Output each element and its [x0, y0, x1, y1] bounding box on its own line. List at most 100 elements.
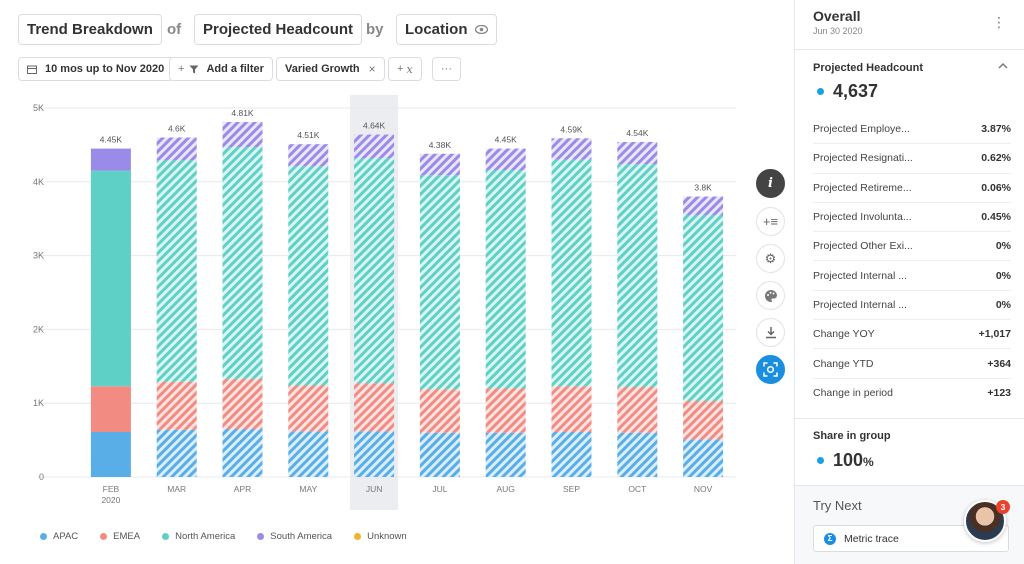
filter-icon — [189, 65, 199, 74]
eye-icon[interactable] — [474, 23, 488, 37]
add-filter-label: Add a filter — [206, 63, 264, 75]
y-tick-label: 4K — [33, 177, 44, 187]
list-item[interactable]: Change YTD +364 — [813, 349, 1011, 379]
notification-badge: 3 — [996, 500, 1010, 514]
row-label: Projected Other Exi... — [813, 240, 913, 253]
dimension-label: Location — [405, 21, 468, 38]
divider — [795, 49, 1024, 50]
date-range-button[interactable]: 10 mos up to Nov 2020 — [18, 57, 174, 81]
legend-swatch — [100, 533, 108, 540]
list-item[interactable]: Projected Internal ... 0% — [813, 261, 1011, 291]
x-tick-label: FEB — [103, 484, 120, 494]
list-item[interactable]: Change YOY +1,017 — [813, 320, 1011, 350]
bar-south-america — [617, 141, 658, 165]
bar-emea — [419, 389, 460, 433]
bar-apac — [222, 429, 263, 477]
bar-emea — [485, 388, 526, 433]
breakdown-type-selector[interactable]: Trend Breakdown — [18, 14, 162, 45]
legend-label: Unknown — [367, 531, 407, 542]
row-value: 3.87% — [981, 123, 1011, 136]
list-item[interactable]: Change in period +123 — [813, 379, 1011, 408]
bar-south-america — [419, 153, 460, 176]
row-label: Projected Employe... — [813, 123, 910, 136]
list-item[interactable]: Projected Resignati... 0.62% — [813, 144, 1011, 174]
data-label: 4.45K — [100, 135, 123, 145]
legend-label: EMEA — [113, 531, 141, 542]
palette-button[interactable] — [756, 281, 785, 310]
add-formula-button[interactable]: + 𝑥 — [388, 57, 422, 81]
bar-apac — [354, 431, 395, 477]
add-filter-button[interactable]: + Add a filter — [169, 57, 273, 81]
legend-item-unknown[interactable]: Unknown — [354, 531, 407, 542]
kebab-menu-icon[interactable]: ⋮ — [992, 14, 1006, 30]
info-icon: i — [768, 176, 773, 191]
screenshot-button[interactable] — [756, 355, 785, 384]
list-item[interactable]: Projected Internal ... 0% — [813, 291, 1011, 321]
bar-north-america — [617, 164, 658, 387]
legend-item-emea[interactable]: EMEA — [100, 531, 140, 542]
y-tick-label: 2K — [33, 324, 44, 334]
plus-icon: + — [397, 63, 404, 75]
info-button[interactable]: i — [756, 169, 785, 198]
data-label: 4.59K — [560, 124, 583, 134]
bar-south-america — [222, 122, 263, 148]
chevron-up-icon[interactable] — [998, 60, 1008, 72]
list-item[interactable]: Projected Other Exi... 0% — [813, 232, 1011, 262]
row-label: Projected Resignati... — [813, 152, 913, 165]
add-to-list-button[interactable]: +≡ — [756, 207, 785, 236]
details-panel: Overall Jun 30 2020 ⋮ Projected Headcoun… — [794, 0, 1024, 564]
y-tick-label: 1K — [33, 398, 44, 408]
settings-button[interactable]: ⚙ — [756, 244, 785, 273]
row-label: Projected Involunta... — [813, 211, 912, 224]
bar-apac — [90, 431, 131, 477]
scenario-chip[interactable]: Varied Growth × — [276, 57, 385, 81]
breakdown-type-label: Trend Breakdown — [27, 21, 153, 38]
legend-item-apac[interactable]: APAC — [40, 531, 78, 542]
add-list-icon: +≡ — [762, 214, 779, 229]
list-item[interactable]: Projected Retireme... 0.06% — [813, 174, 1011, 203]
bar-south-america — [683, 196, 724, 216]
by-connector: by — [366, 21, 384, 38]
bar-apac — [288, 431, 329, 477]
more-options-button[interactable]: ··· — [432, 57, 461, 81]
list-item[interactable]: Projected Involunta... 0.45% — [813, 203, 1011, 233]
more-label: ··· — [441, 63, 452, 75]
close-icon[interactable]: × — [368, 62, 376, 76]
data-label: 4.64K — [363, 121, 386, 131]
row-value: +123 — [987, 387, 1011, 400]
bar-north-america — [419, 175, 460, 390]
date-range-label: 10 mos up to Nov 2020 — [45, 63, 165, 75]
sigma-icon: Σ — [824, 532, 836, 545]
plus-icon: + — [178, 63, 185, 75]
bar-apac — [419, 432, 460, 477]
bar-north-america — [683, 215, 724, 401]
row-label: Change in period — [813, 387, 893, 400]
bar-emea — [222, 378, 263, 430]
share-value: 100% — [817, 450, 874, 471]
camera-focus-icon — [763, 362, 778, 377]
legend-item-south-america[interactable]: South America — [257, 531, 332, 542]
x-tick-label: OCT — [628, 484, 646, 494]
row-value: 0% — [995, 240, 1011, 253]
formula-icon: 𝑥 — [406, 62, 413, 76]
calendar-icon — [27, 65, 37, 74]
bar-south-america — [288, 144, 329, 167]
x-tick-label: JUN — [366, 484, 383, 494]
metric-selector[interactable]: Projected Headcount — [194, 14, 363, 45]
data-label: 4.51K — [297, 130, 320, 140]
row-value: +364 — [987, 357, 1011, 370]
legend-item-north-america[interactable]: North America — [162, 531, 235, 542]
y-tick-label: 3K — [33, 251, 44, 261]
dimension-selector[interactable]: Location — [396, 14, 497, 45]
download-button[interactable] — [756, 318, 785, 347]
share-number: 100 — [833, 450, 864, 470]
metric-trace-label: Metric trace — [844, 532, 899, 545]
row-label: Change YTD — [813, 357, 874, 370]
chart-legend: APAC EMEA North America South America Un… — [40, 531, 407, 542]
legend-swatch — [354, 533, 362, 540]
try-next-title: Try Next — [813, 498, 862, 513]
row-value: 0% — [995, 269, 1011, 282]
bar-apac — [551, 431, 592, 477]
list-item[interactable]: Projected Employe... 3.87% — [813, 115, 1011, 145]
share-title: Share in group — [813, 430, 891, 442]
